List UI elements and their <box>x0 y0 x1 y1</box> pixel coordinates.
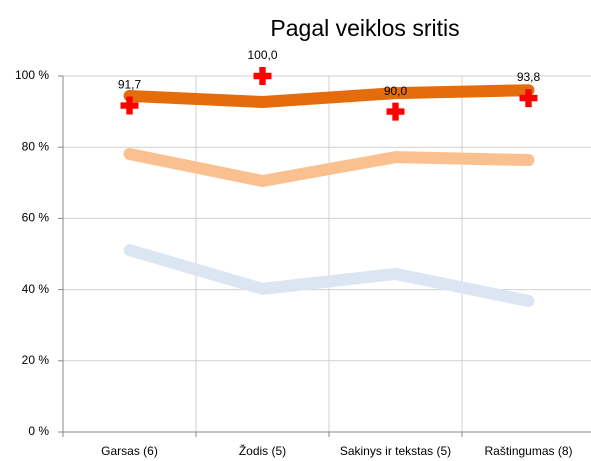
x-tick-label: Sakinys ir tekstas (5) <box>340 444 451 458</box>
data-label: 100,0 <box>247 48 277 62</box>
data-label: 90,0 <box>384 84 408 98</box>
x-tick-label: Garsas (6) <box>101 444 158 458</box>
y-tick-label: 20 % <box>22 353 50 367</box>
y-tick-label: 0 % <box>28 424 49 438</box>
y-tick-label: 60 % <box>22 211 50 225</box>
plus-marker <box>253 67 272 85</box>
plus-marker <box>120 96 139 115</box>
chart-title: Pagal veiklos sritis <box>270 15 459 41</box>
y-tick-label: 40 % <box>22 282 50 296</box>
x-tick-label: Raštingumas (8) <box>484 444 572 458</box>
x-tick-label: Žodis (5) <box>239 443 286 458</box>
line-series <box>123 84 535 108</box>
data-label: 91,7 <box>118 78 142 92</box>
plus-marker <box>386 102 405 121</box>
y-tick-label: 100 % <box>15 68 49 82</box>
data-label: 93,8 <box>517 70 541 84</box>
line-series <box>123 244 535 307</box>
plus-marker <box>519 89 538 108</box>
line-series <box>123 147 535 188</box>
y-tick-label: 80 % <box>22 139 50 153</box>
